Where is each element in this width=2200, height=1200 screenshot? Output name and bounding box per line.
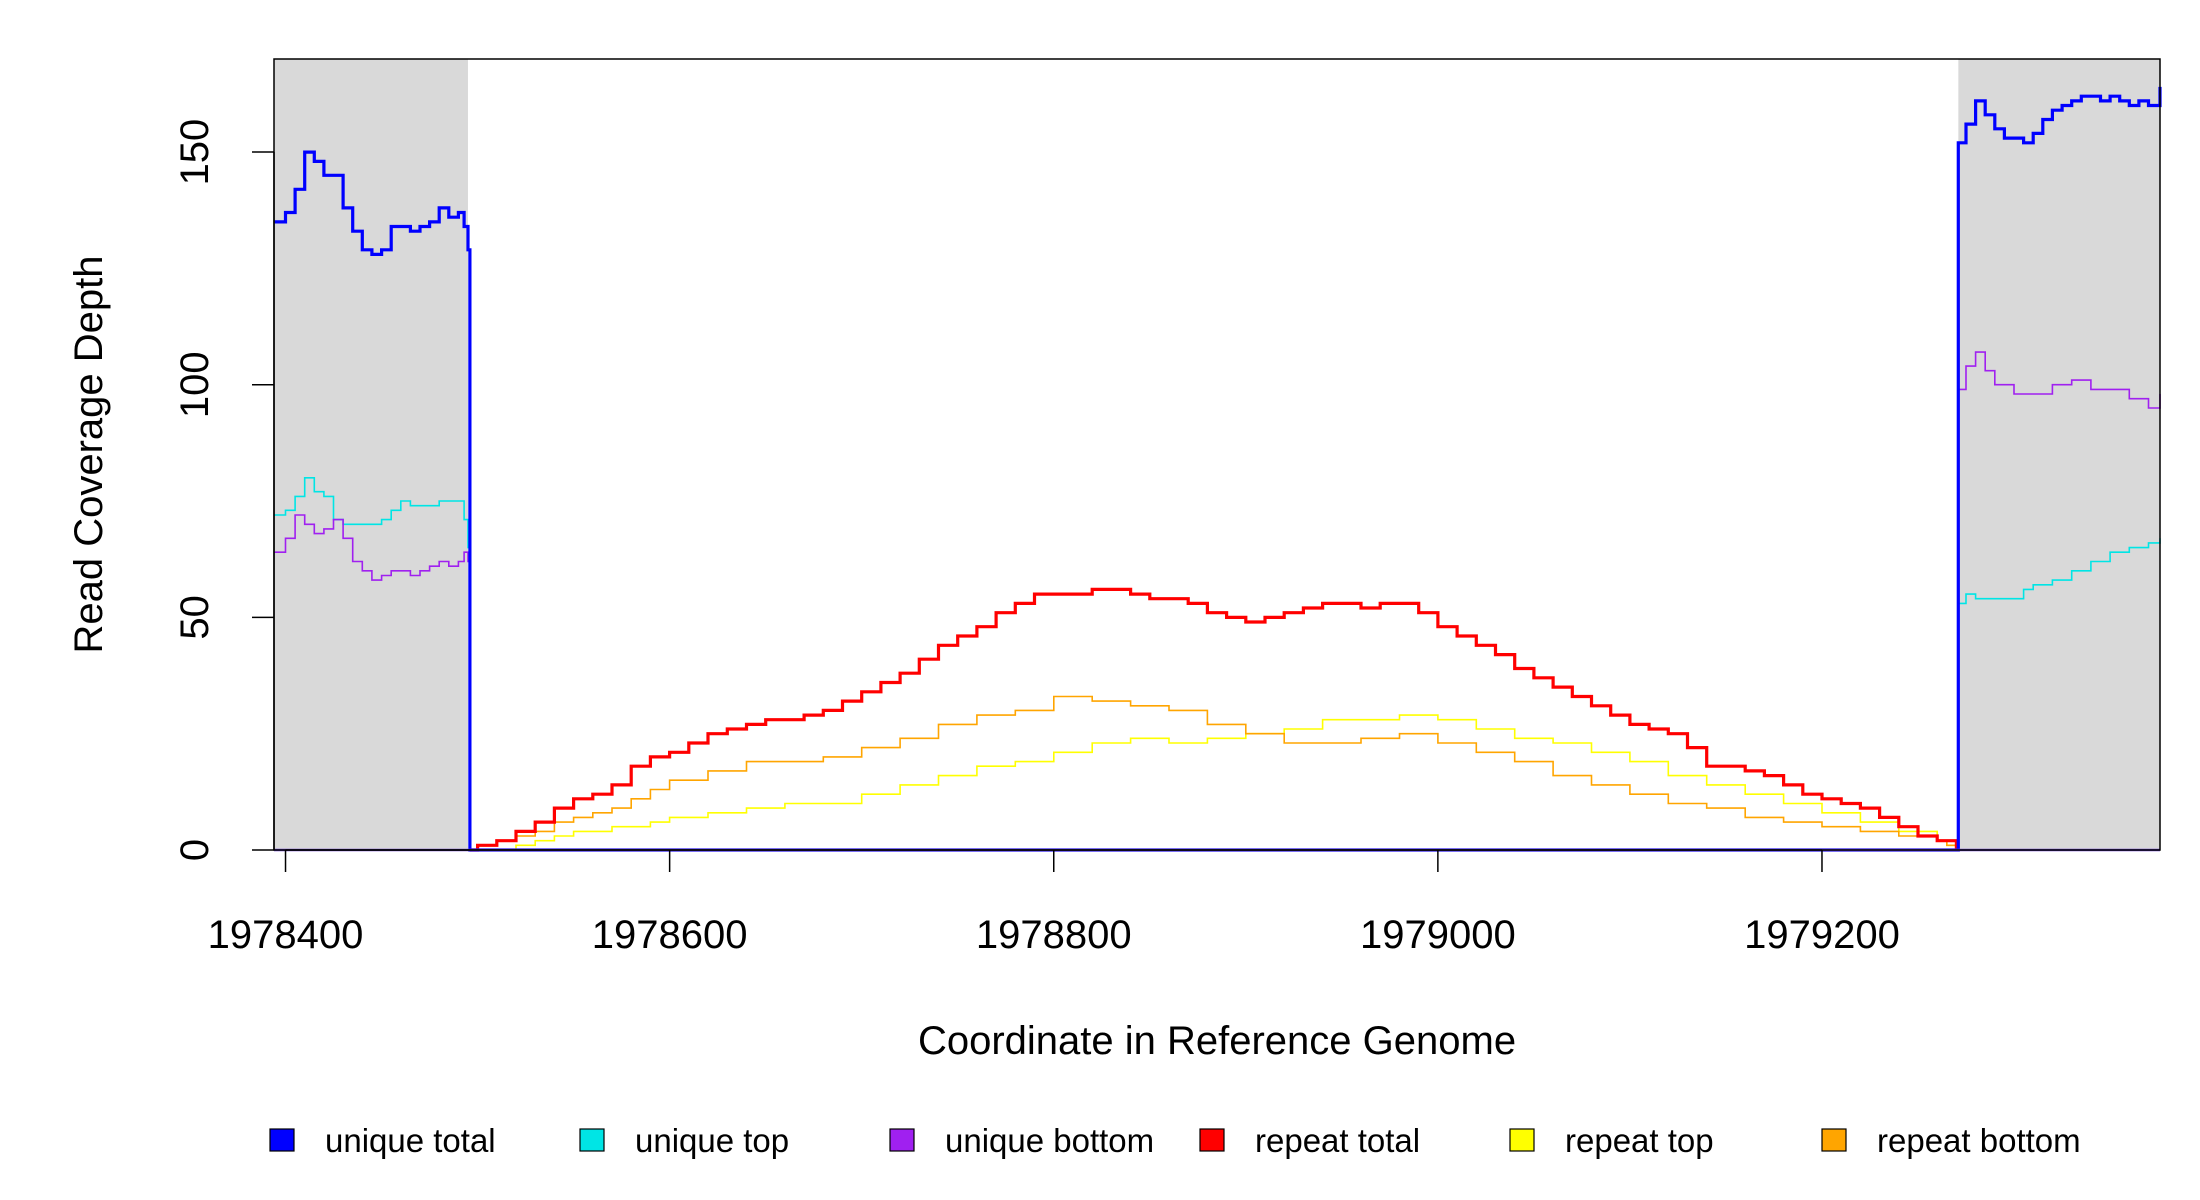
legend-label: unique bottom [945,1122,1154,1159]
x-tick-label: 1979000 [1360,913,1516,957]
x-tick-label: 1978800 [976,913,1132,957]
series-line-unique-top [274,477,2161,851]
series-lines [274,86,2162,852]
legend-swatch [579,1128,605,1152]
series-line-repeat-top [469,714,1958,851]
y-axis: 0 50 100 150 [173,119,275,861]
shaded-region-2 [1958,59,2160,850]
y-tick-label: 50 [173,595,217,640]
x-tick-label: 1979200 [1744,913,1900,957]
legend-swatch [889,1128,915,1152]
x-axis-label: Coordinate in Reference Genome [918,1019,1516,1063]
y-tick-label: 100 [173,351,217,418]
legend-label: unique total [325,1122,496,1159]
series-line-unique-total [274,86,2162,852]
plot-frame [273,58,2161,851]
legend-swatch [1509,1128,1535,1152]
y-axis-label: Read Coverage Depth [67,255,111,653]
y-tick-label: 150 [173,119,217,186]
shaded-region-1 [274,59,468,850]
series-line-repeat-bottom [469,695,1958,851]
legend: unique total unique top unique bottom repea… [269,1122,2081,1159]
x-tick-label: 1978400 [208,913,364,957]
legend-label: repeat bottom [1877,1122,2081,1159]
series-line-unique-bottom [274,351,2161,851]
series-line-repeat-total [469,587,1958,852]
shaded-regions [274,59,2160,850]
legend-swatch [1821,1128,1847,1152]
y-tick-label: 0 [173,839,217,861]
legend-label: repeat top [1565,1122,1714,1159]
legend-label: unique top [635,1122,789,1159]
x-tick-label: 1978600 [592,913,748,957]
legend-swatch [1199,1128,1225,1152]
legend-swatch [269,1128,295,1152]
x-axis: 1978400 1978600 1978800 1979000 1979200 [208,849,1900,957]
legend-label: repeat total [1255,1122,1420,1159]
